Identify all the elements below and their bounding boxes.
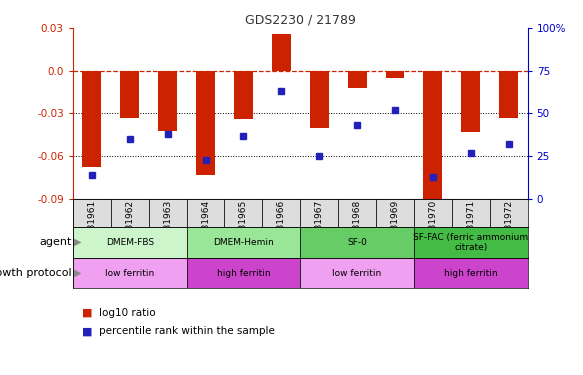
Bar (234, 71, 253, 119)
Bar (300, 227, 414, 258)
Bar (224, 199, 262, 227)
Bar (499, 71, 518, 118)
Bar (187, 258, 300, 288)
Text: GSM81966: GSM81966 (277, 200, 286, 249)
Text: ▶: ▶ (74, 268, 82, 278)
Text: low ferritin: low ferritin (332, 268, 382, 278)
Bar (414, 199, 452, 227)
Text: GSM81963: GSM81963 (163, 200, 172, 249)
Bar (414, 258, 528, 288)
Bar (158, 71, 177, 130)
Text: ■: ■ (82, 308, 92, 318)
Text: percentile rank within the sample: percentile rank within the sample (99, 327, 275, 336)
Text: GSM81971: GSM81971 (466, 200, 475, 249)
Text: GSM81972: GSM81972 (504, 200, 513, 249)
Bar (73, 199, 111, 227)
Text: ■: ■ (82, 327, 92, 336)
Bar (376, 199, 414, 227)
Bar (73, 227, 187, 258)
Bar (300, 258, 414, 288)
Text: GSM81967: GSM81967 (315, 200, 324, 249)
Text: GSM81970: GSM81970 (429, 200, 437, 249)
Bar (187, 199, 224, 227)
Text: GSM81965: GSM81965 (239, 200, 248, 249)
Text: DMEM-FBS: DMEM-FBS (106, 238, 154, 247)
Text: growth protocol: growth protocol (0, 268, 72, 278)
Bar (338, 199, 376, 227)
Bar (414, 227, 528, 258)
Bar (111, 199, 149, 227)
Bar (300, 199, 338, 227)
Text: log10 ratio: log10 ratio (99, 308, 156, 318)
Bar (196, 71, 215, 175)
Bar (120, 71, 139, 118)
Text: high ferritin: high ferritin (444, 268, 497, 278)
Bar (452, 199, 490, 227)
Bar (262, 199, 300, 227)
Text: GSM81964: GSM81964 (201, 200, 210, 249)
Text: SF-FAC (ferric ammonium
citrate): SF-FAC (ferric ammonium citrate) (413, 232, 528, 252)
Bar (73, 258, 187, 288)
Bar (272, 34, 291, 71)
Bar (82, 71, 101, 168)
Text: GSM81968: GSM81968 (353, 200, 361, 249)
Text: low ferritin: low ferritin (105, 268, 154, 278)
Text: DMEM-Hemin: DMEM-Hemin (213, 238, 274, 247)
Bar (187, 227, 300, 258)
Text: high ferritin: high ferritin (217, 268, 270, 278)
Bar (149, 199, 187, 227)
Bar (423, 71, 442, 202)
Bar (385, 71, 405, 78)
Bar (347, 71, 367, 88)
Text: GSM81962: GSM81962 (125, 200, 134, 249)
Bar (461, 71, 480, 132)
Bar (310, 71, 329, 128)
Text: agent: agent (39, 237, 72, 247)
Text: ▶: ▶ (74, 237, 82, 247)
Text: GSM81961: GSM81961 (87, 200, 96, 249)
Text: SF-0: SF-0 (347, 238, 367, 247)
Title: GDS2230 / 21789: GDS2230 / 21789 (245, 14, 356, 27)
Bar (490, 199, 528, 227)
Text: GSM81969: GSM81969 (391, 200, 399, 249)
